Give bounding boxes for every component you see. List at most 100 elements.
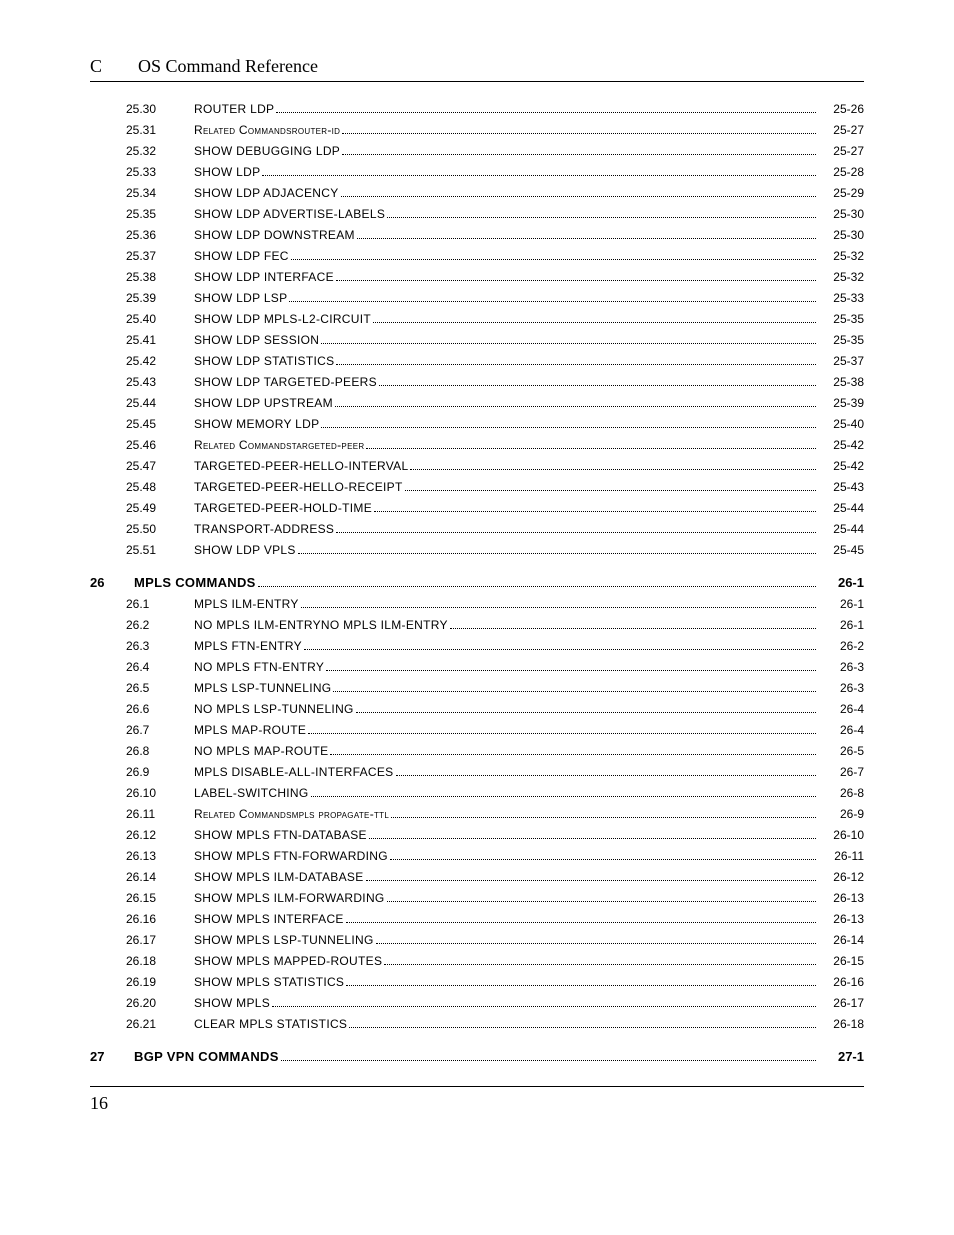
toc-leader-dots [384, 954, 816, 965]
toc-entry-title: TARGETED-PEER-HELLO-INTERVAL [180, 459, 408, 473]
toc-entry-title: SHOW LDP SESSION [180, 333, 319, 347]
toc-entry-title: SHOW LDP ADJACENCY [180, 186, 339, 200]
toc-leader-dots [346, 975, 816, 986]
toc-entry-title: SHOW MPLS INTERFACE [180, 912, 344, 926]
toc-entry-row: 25.32SHOW DEBUGGING LDP 25-27 [90, 144, 864, 158]
toc-leader-dots [333, 681, 816, 692]
toc-entry-page: 25-33 [818, 291, 864, 305]
toc-entry-title: TARGETED-PEER-HOLD-TIME [180, 501, 372, 515]
toc-entry-number: 26.4 [90, 660, 180, 674]
table-of-contents: 25.30ROUTER LDP25-26 25.31Related Command… [90, 102, 864, 1064]
toc-entry-page: 26-7 [818, 765, 864, 779]
toc-entry-title: SHOW MPLS FTN-DATABASE [180, 828, 367, 842]
toc-entry-number: 25.38 [90, 270, 180, 284]
toc-leader-dots [276, 102, 816, 113]
toc-entry-title: NO MPLS FTN-ENTRY [180, 660, 324, 674]
toc-entry-page: 26-10 [818, 828, 864, 842]
toc-entry-title: TRANSPORT-ADDRESS [180, 522, 334, 536]
header-title: OS Command Reference [138, 56, 318, 77]
toc-entry-title: TARGETED-PEER-HELLO-RECEIPT [180, 480, 403, 494]
toc-entry-title: SHOW LDP FEC [180, 249, 289, 263]
toc-entry-title: MPLS ILM-ENTRY [180, 597, 299, 611]
toc-leader-dots [281, 1050, 816, 1061]
toc-entry-title: Related Commandsmpls propagate-ttl [180, 807, 389, 821]
toc-entry-title: ROUTER LDP [180, 102, 274, 116]
toc-entry-page: 26-16 [818, 975, 864, 989]
toc-entry-page: 26-5 [818, 744, 864, 758]
toc-entry-row: 26.2NO MPLS ILM-ENTRYNO MPLS ILM-ENTRY26… [90, 618, 864, 632]
toc-leader-dots [304, 639, 816, 650]
toc-entry-number: 26.2 [90, 618, 180, 632]
toc-entry-row: 25.47TARGETED-PEER-HELLO-INTERVAL25-42 [90, 459, 864, 473]
toc-entry-row: 25.30ROUTER LDP25-26 [90, 102, 864, 116]
toc-entry-row: 26.1MPLS ILM-ENTRY 26-1 [90, 597, 864, 611]
toc-leader-dots [410, 459, 816, 470]
toc-leader-dots [346, 912, 816, 923]
toc-entry-number: 25.37 [90, 249, 180, 263]
toc-entry-row: 25.45SHOW MEMORY LDP25-40 [90, 417, 864, 431]
toc-entry-row: 26.5MPLS LSP-TUNNELING26-3 [90, 681, 864, 695]
toc-entry-number: 25.49 [90, 501, 180, 515]
toc-leader-dots [450, 618, 816, 629]
toc-entry-number: 25.32 [90, 144, 180, 158]
toc-leader-dots [326, 660, 816, 671]
toc-entry-number: 26.11 [90, 807, 180, 821]
toc-leader-dots [376, 933, 816, 944]
toc-leader-dots [357, 228, 816, 239]
toc-leader-dots [321, 417, 816, 428]
toc-entry-row: 25.34SHOW LDP ADJACENCY25-29 [90, 186, 864, 200]
toc-entry-page: 26-4 [818, 723, 864, 737]
toc-entry-title: NO MPLS ILM-ENTRYNO MPLS ILM-ENTRY [180, 618, 448, 632]
toc-entry-title: SHOW LDP UPSTREAM [180, 396, 333, 410]
toc-entry-title: SHOW LDP LSP [180, 291, 287, 305]
toc-entry-page: 26-1 [818, 575, 864, 590]
toc-entry-title: SHOW LDP TARGETED-PEERS [180, 375, 377, 389]
toc-entry-page: 25-27 [818, 144, 864, 158]
toc-entry-page: 25-45 [818, 543, 864, 557]
page-number: 16 [90, 1093, 108, 1113]
toc-entry-row: 25.46Related Commandstargeted-peer25-42 [90, 438, 864, 452]
toc-entry-number: 26.19 [90, 975, 180, 989]
toc-entry-title: SHOW LDP INTERFACE [180, 270, 334, 284]
toc-entry-row: 26.15SHOW MPLS ILM-FORWARDING26-13 [90, 891, 864, 905]
toc-leader-dots [366, 870, 816, 881]
toc-entry-title: NO MPLS MAP-ROUTE [180, 744, 328, 758]
toc-entry-row: 25.44SHOW LDP UPSTREAM25-39 [90, 396, 864, 410]
toc-entry-number: 26.7 [90, 723, 180, 737]
page: C OS Command Reference 25.30ROUTER LDP25… [0, 0, 954, 1154]
toc-leader-dots [335, 396, 816, 407]
toc-entry-number: 26 [90, 575, 134, 590]
toc-leader-dots [342, 144, 816, 155]
toc-entry-number: 26.9 [90, 765, 180, 779]
toc-entry-page: 26-3 [818, 660, 864, 674]
toc-leader-dots [390, 849, 816, 860]
toc-leader-dots [308, 723, 816, 734]
toc-entry-number: 26.5 [90, 681, 180, 695]
toc-entry-page: 26-15 [818, 954, 864, 968]
toc-leader-dots [291, 249, 816, 260]
toc-entry-title: SHOW LDP VPLS [180, 543, 296, 557]
toc-entry-row: 25.49TARGETED-PEER-HOLD-TIME25-44 [90, 501, 864, 515]
toc-entry-page: 27-1 [818, 1049, 864, 1064]
toc-leader-dots [369, 828, 816, 839]
toc-entry-number: 26.8 [90, 744, 180, 758]
toc-leader-dots [336, 354, 816, 365]
toc-entry-page: 26-1 [818, 597, 864, 611]
toc-leader-dots [298, 543, 816, 554]
toc-entry-title: SHOW MPLS ILM-FORWARDING [180, 891, 385, 905]
toc-entry-number: 25.34 [90, 186, 180, 200]
toc-entry-title: SHOW DEBUGGING LDP [180, 144, 340, 158]
toc-entry-number: 26.1 [90, 597, 180, 611]
footer-rule: 16 [90, 1086, 864, 1114]
toc-leader-dots [272, 996, 816, 1007]
toc-entry-number: 26.14 [90, 870, 180, 884]
toc-entry-row: 25.36SHOW LDP DOWNSTREAM25-30 [90, 228, 864, 242]
toc-entry-number: 27 [90, 1049, 134, 1064]
toc-entry-number: 25.47 [90, 459, 180, 473]
toc-entry-page: 25-28 [818, 165, 864, 179]
toc-entry-row: 25.31Related Commandsrouter-id25-27 [90, 123, 864, 137]
toc-entry-row: 26.16SHOW MPLS INTERFACE26-13 [90, 912, 864, 926]
toc-entry-row: 26.17SHOW MPLS LSP-TUNNELING26-14 [90, 933, 864, 947]
toc-entry-row: 25.37SHOW LDP FEC25-32 [90, 249, 864, 263]
toc-entry-row: 26.20SHOW MPLS26-17 [90, 996, 864, 1010]
